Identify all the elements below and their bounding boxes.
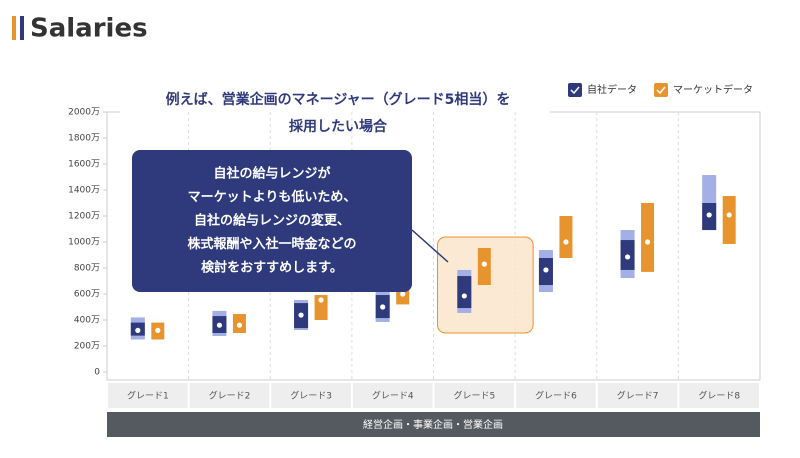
callout-pointer	[411, 229, 449, 263]
page-title: Salaries	[30, 14, 148, 44]
x-cell	[679, 383, 759, 408]
median-dot	[563, 239, 569, 245]
y-tick-label: 400万	[74, 316, 100, 326]
x-tick-label: グレード3	[290, 390, 332, 402]
y-tick-label: 0	[94, 368, 100, 378]
legend-check	[570, 86, 580, 95]
median-dot	[706, 212, 712, 218]
x-tick-label: グレード5	[453, 390, 495, 402]
median-dot	[135, 327, 141, 333]
median-dot	[155, 327, 161, 333]
median-dot	[298, 312, 304, 318]
y-tick-label: 1200万	[68, 212, 100, 222]
y-tick-label: 2000万	[68, 108, 100, 118]
y-tick-label: 1800万	[68, 134, 100, 144]
range-bar	[314, 295, 328, 320]
callout-text: 株式報酬や入社一時金などの	[187, 236, 356, 252]
median-dot	[400, 291, 406, 297]
median-dot	[461, 293, 467, 299]
median-dot	[644, 239, 651, 245]
median-dot	[380, 304, 386, 310]
x-tick-label: グレード6	[535, 390, 577, 402]
title-bg	[120, 88, 550, 136]
x-tick-label: グレード8	[698, 390, 740, 402]
group-band	[107, 412, 760, 437]
callout-text: 検討をおすすめします。	[201, 260, 343, 276]
x-cell	[516, 383, 596, 408]
range-bar	[641, 203, 655, 272]
callout-box	[132, 150, 412, 292]
median-dot	[543, 267, 549, 273]
median-dot	[216, 322, 223, 328]
legend-label: マーケットデータ	[673, 83, 753, 96]
logo-bar	[12, 16, 16, 40]
callout-text: 自社の給与レンジの変更、	[194, 213, 350, 229]
x-cell	[597, 383, 678, 408]
callout-text: 自社の給与レンジが	[213, 166, 330, 182]
y-tick-label: 200万	[74, 342, 100, 352]
x-tick-label: グレード1	[127, 390, 169, 402]
y-tick-label: 1000万	[68, 238, 100, 248]
range-bar	[559, 216, 573, 258]
chart-title: 採用したい場合	[289, 118, 388, 135]
x-tick-label: グレード7	[617, 390, 659, 402]
x-cell	[108, 383, 188, 408]
median-dot	[726, 212, 732, 218]
x-cell	[271, 383, 351, 408]
median-dot	[481, 261, 487, 267]
x-cell	[189, 383, 270, 408]
x-tick-label: グレード4	[372, 390, 414, 402]
range-bar	[722, 195, 736, 244]
median-dot	[236, 322, 243, 328]
y-tick-label: 1600万	[68, 160, 100, 170]
legend-swatch	[654, 83, 668, 97]
y-tick-label: 1400万	[68, 186, 100, 196]
y-tick-label: 800万	[74, 264, 100, 274]
inner-range-bar	[457, 276, 472, 309]
median-dot	[318, 297, 324, 303]
y-tick-label: 600万	[74, 290, 100, 300]
legend-check	[656, 86, 666, 95]
logo-bar	[20, 16, 24, 40]
median-dot	[624, 254, 631, 260]
group-label: 経営企画・事業企画・営業企画	[363, 418, 503, 431]
callout-text: マーケットよりも低いため、	[188, 189, 357, 205]
x-cell	[434, 383, 515, 408]
x-tick-label: グレード2	[209, 390, 251, 402]
x-cell	[352, 383, 433, 408]
legend-label: 自社データ	[587, 83, 637, 96]
legend-swatch	[568, 83, 582, 97]
chart-title: 例えば、営業企画のマネージャー（グレード5相当）を	[166, 91, 511, 108]
